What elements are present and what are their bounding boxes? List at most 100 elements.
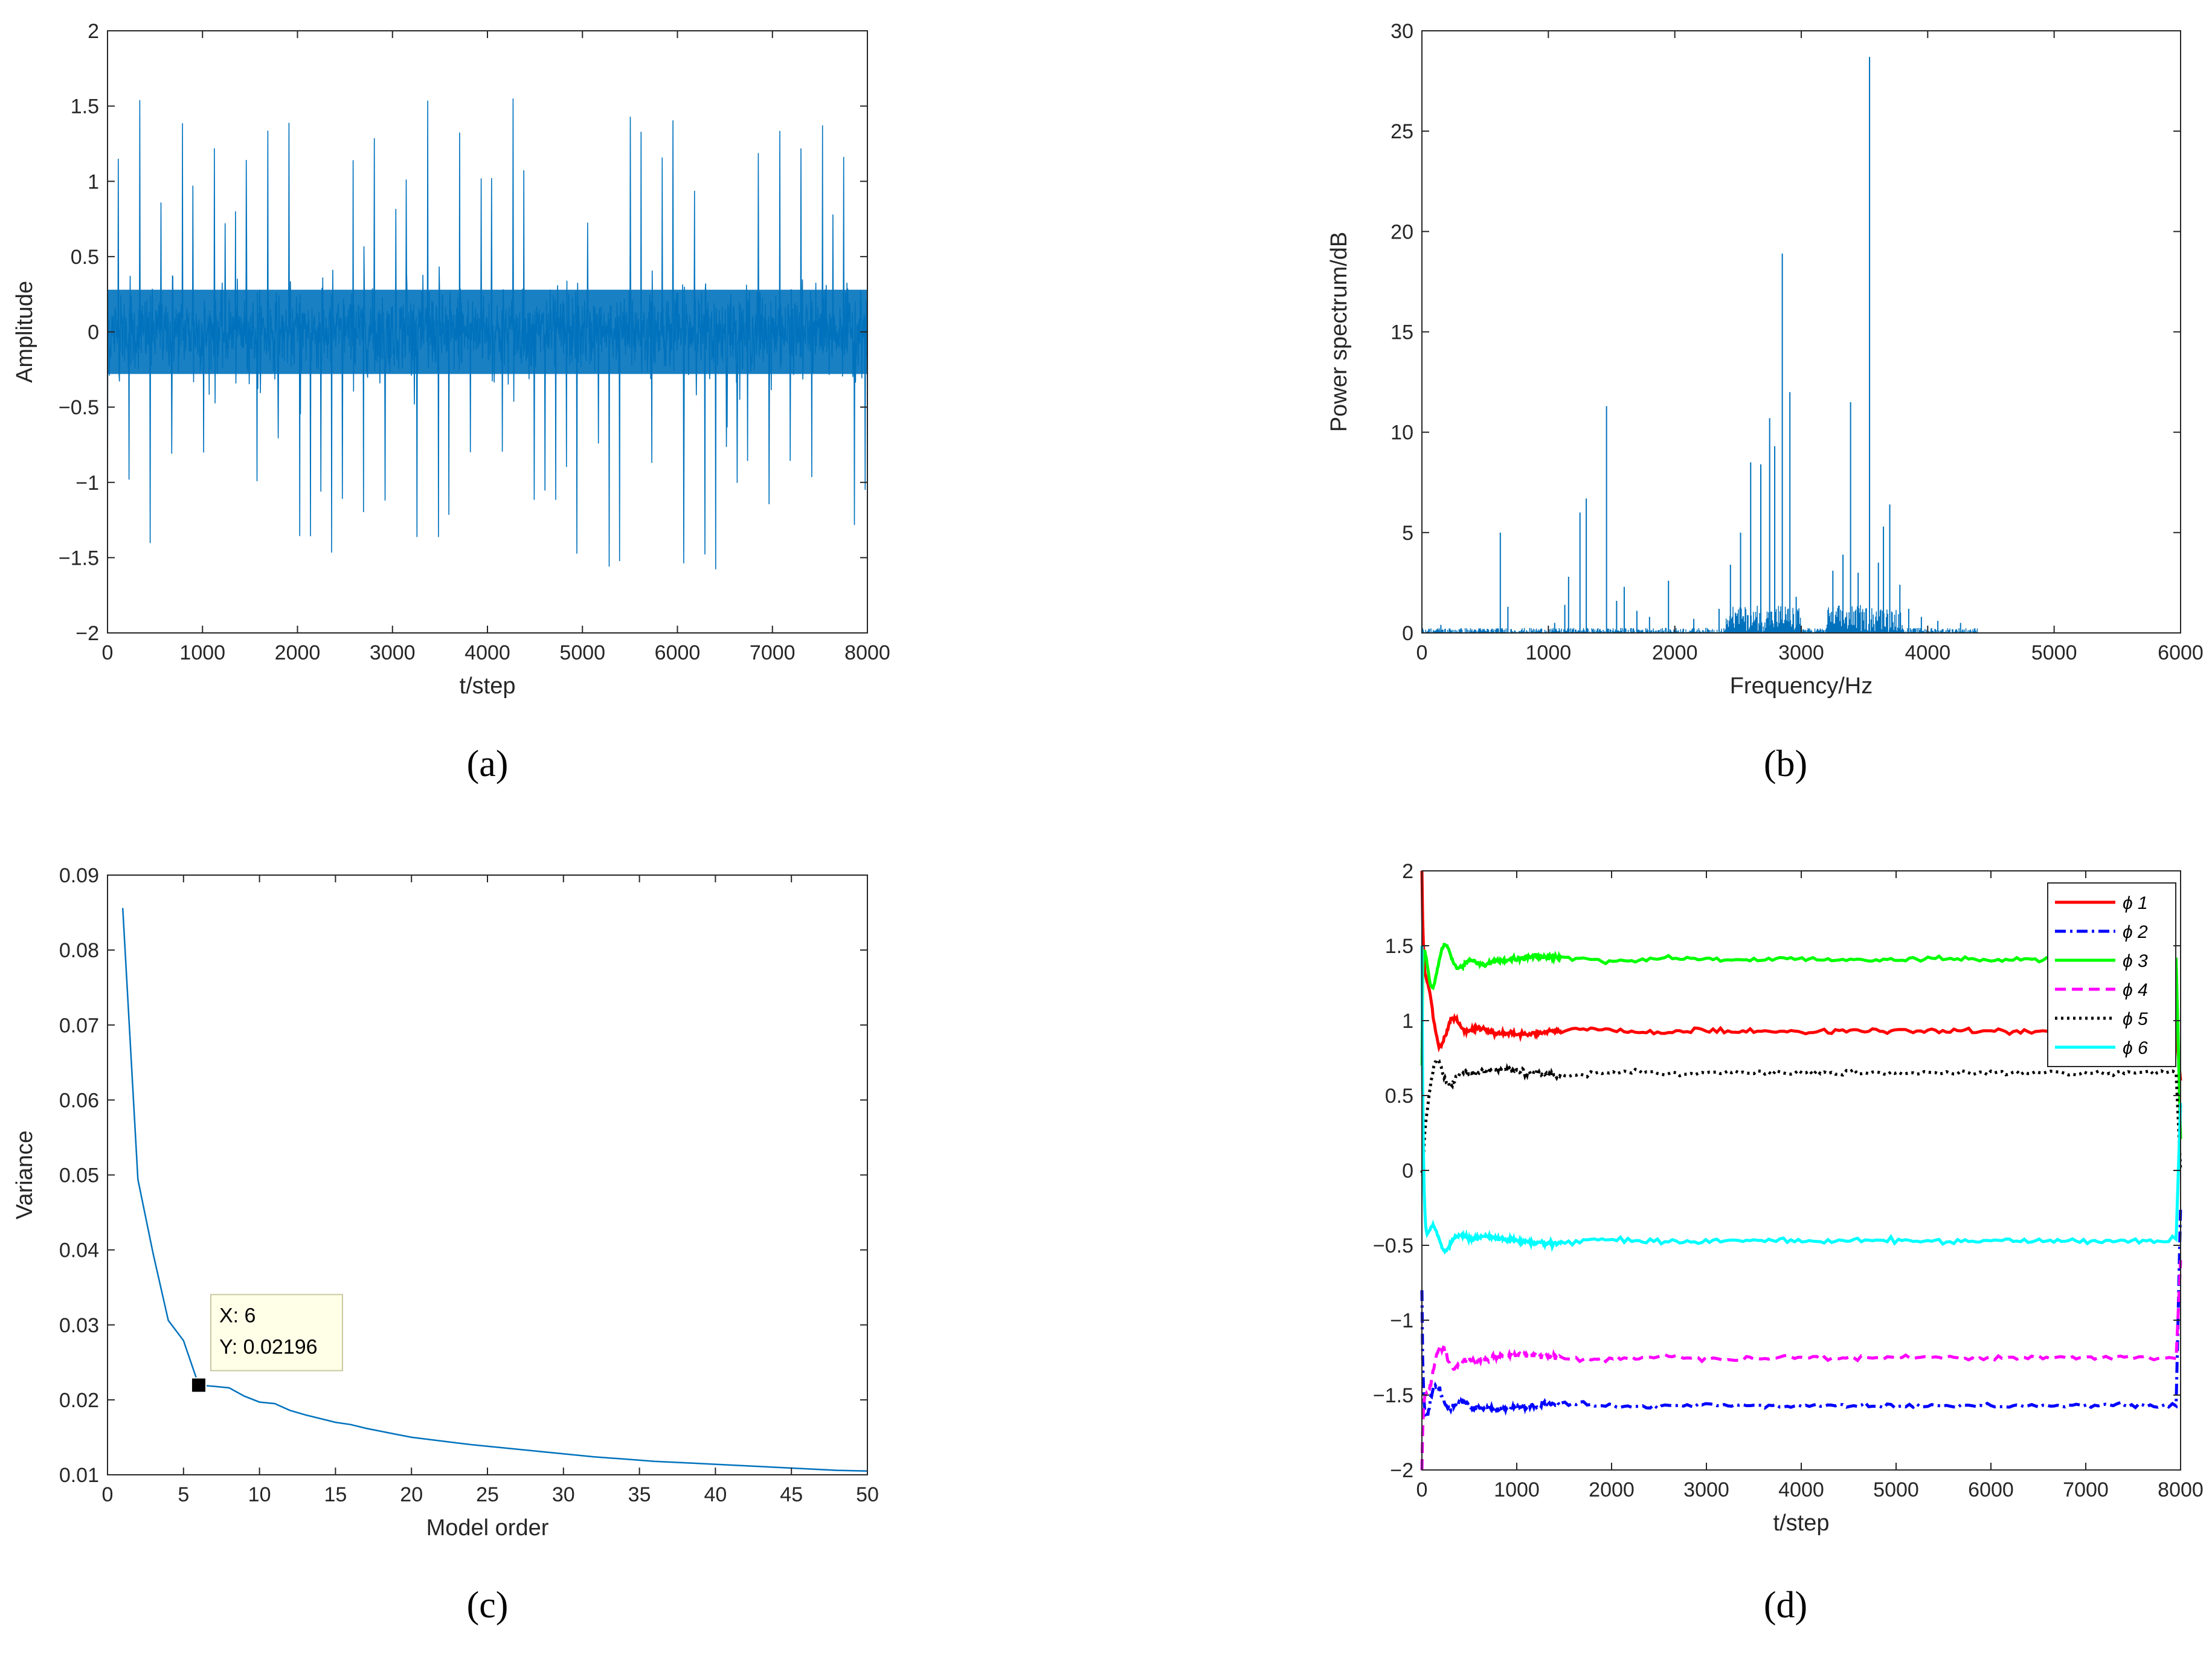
- parameter-series-line: [1420, 870, 2182, 1081]
- x-tick-label: 1000: [179, 641, 225, 664]
- x-tick-label: 2000: [275, 641, 321, 664]
- panel-caption: (a): [467, 743, 509, 785]
- y-tick-label: 20: [1391, 220, 1413, 243]
- y-tick-label: 0: [1402, 1160, 1413, 1182]
- x-axis-label: Model order: [426, 1515, 549, 1541]
- legend-label: ϕ 1: [2123, 893, 2148, 913]
- legend-label: ϕ 6: [2123, 1038, 2148, 1058]
- x-tick-label: 45: [780, 1483, 803, 1506]
- y-tick-label: 10: [1391, 422, 1413, 444]
- y-tick-label: 0.07: [59, 1014, 99, 1037]
- y-axis-label: Amplitude: [12, 281, 37, 383]
- panel-d-parameter-chart: ϕ 1 ϕ 2 ϕ 3 ϕ 4 ϕ 5 ϕ 6 0 1000 2000 3000 4000 5000 6…: [1373, 860, 2204, 1626]
- datatip-x-label: X: 6: [219, 1304, 256, 1327]
- x-tick-label: 6000: [1968, 1478, 2014, 1501]
- y-tick-label: 0.06: [59, 1089, 99, 1112]
- x-tick-label: 7000: [750, 641, 796, 664]
- x-tick-label: 6000: [2158, 641, 2204, 664]
- parameter-series-line: [1420, 945, 2182, 1255]
- x-tick-label: 15: [324, 1483, 347, 1506]
- plot-frame: [1421, 30, 2181, 634]
- y-tick-label: −1.5: [1373, 1384, 1413, 1407]
- legend-label: ϕ 2: [2123, 922, 2148, 942]
- variance-series-line: [121, 908, 868, 1472]
- x-tick-label: 4000: [465, 641, 510, 664]
- x-tick-label: 20: [400, 1483, 423, 1506]
- y-tick-label: −2: [1390, 1459, 1413, 1482]
- panel-c-variance-chart: X: 6 Y: 0.02196 0 5 10 15 20 25 30 35 40 45 50 0.01 0.…: [12, 864, 879, 1626]
- y-tick-label: −2: [76, 622, 99, 645]
- signal-series-line: [107, 98, 868, 570]
- datatip-box: [210, 1294, 343, 1372]
- x-tick-label: 4000: [1778, 1478, 1824, 1501]
- datatip-marker: [190, 1377, 207, 1393]
- y-tick-label: 2: [88, 20, 99, 43]
- y-tick-label: 1.5: [71, 95, 99, 118]
- y-axis-label: Power spectrum/dB: [1326, 232, 1352, 432]
- y-tick-label: 5: [1402, 522, 1413, 545]
- panel-caption: (c): [467, 1585, 509, 1626]
- x-tick-label: 0: [1416, 641, 1428, 664]
- x-tick-label: 4000: [1905, 641, 1951, 664]
- x-tick-label: 8000: [844, 641, 890, 664]
- y-tick-label: 0: [1402, 622, 1413, 645]
- y-tick-label: 0.5: [71, 246, 99, 269]
- legend-label: ϕ 3: [2123, 951, 2148, 971]
- y-tick-label: 30: [1391, 20, 1413, 43]
- x-tick-label: 3000: [1683, 1478, 1729, 1501]
- y-tick-label: 0.05: [59, 1164, 99, 1187]
- x-tick-label: 5000: [559, 641, 605, 664]
- y-tick-label: 0.01: [59, 1464, 99, 1487]
- y-tick-label: −1: [1390, 1309, 1413, 1332]
- x-tick-label: 2000: [1652, 641, 1698, 664]
- y-tick-label: 1: [1402, 1010, 1413, 1033]
- panel-b-spectrum-chart: 0 1000 2000 3000 4000 5000 6000 0 5 10 15 20 25 30 Fre…: [1326, 20, 2204, 785]
- y-tick-label: 15: [1391, 321, 1413, 344]
- legend-label: ϕ 5: [2123, 1009, 2148, 1029]
- y-tick-label: 1.5: [1385, 935, 1413, 958]
- y-axis-label: Variance: [12, 1131, 37, 1219]
- y-tick-label: 0: [88, 321, 99, 344]
- y-tick-label: 0.09: [59, 864, 99, 887]
- y-tick-label: −1: [76, 472, 99, 495]
- x-tick-label: 40: [704, 1483, 727, 1506]
- y-tick-label: 1: [88, 170, 99, 193]
- panel-caption: (d): [1764, 1585, 1807, 1626]
- x-tick-label: 10: [248, 1483, 271, 1506]
- x-tick-label: 35: [628, 1483, 651, 1506]
- x-tick-label: 3000: [1778, 641, 1824, 664]
- y-tick-label: 0.02: [59, 1389, 99, 1412]
- x-tick-label: 30: [552, 1483, 575, 1506]
- x-tick-label: 25: [476, 1483, 499, 1506]
- x-axis-label: t/step: [460, 673, 516, 699]
- panel-caption: (b): [1764, 743, 1807, 785]
- x-tick-label: 8000: [2158, 1478, 2204, 1501]
- y-tick-label: 0.08: [59, 939, 99, 962]
- x-tick-label: 7000: [2063, 1478, 2109, 1501]
- y-tick-label: 2: [1402, 860, 1413, 883]
- legend-box: [2047, 882, 2176, 1067]
- x-tick-label: 2000: [1589, 1478, 1635, 1501]
- x-tick-label: 5: [178, 1483, 189, 1506]
- x-tick-label: 0: [1416, 1478, 1428, 1501]
- x-tick-label: 0: [102, 641, 114, 664]
- y-tick-label: −0.5: [59, 396, 99, 419]
- y-tick-label: −1.5: [59, 547, 99, 570]
- legend-label: ϕ 4: [2123, 980, 2148, 1000]
- panel-a-signal-chart: 0 1000 2000 3000 4000 5000 6000 7000 8000 −2 −1.5 −…: [12, 20, 890, 785]
- plot-frame: [107, 874, 868, 1475]
- y-tick-label: −0.5: [1373, 1234, 1413, 1257]
- parameter-series-line: [1420, 1057, 2182, 1177]
- spectrum-noise: [1421, 605, 1979, 633]
- y-tick-label: 0.03: [59, 1314, 99, 1337]
- x-tick-label: 5000: [1873, 1478, 1919, 1501]
- parameter-series-line: [1420, 1206, 2182, 1421]
- parameter-series-line: [1420, 1260, 2182, 1471]
- x-axis-label: t/step: [1773, 1510, 1830, 1536]
- x-tick-label: 5000: [2031, 641, 2077, 664]
- x-tick-label: 1000: [1526, 641, 1572, 664]
- x-axis-label: Frequency/Hz: [1730, 673, 1873, 699]
- x-tick-label: 50: [856, 1483, 879, 1506]
- x-tick-label: 1000: [1494, 1478, 1540, 1501]
